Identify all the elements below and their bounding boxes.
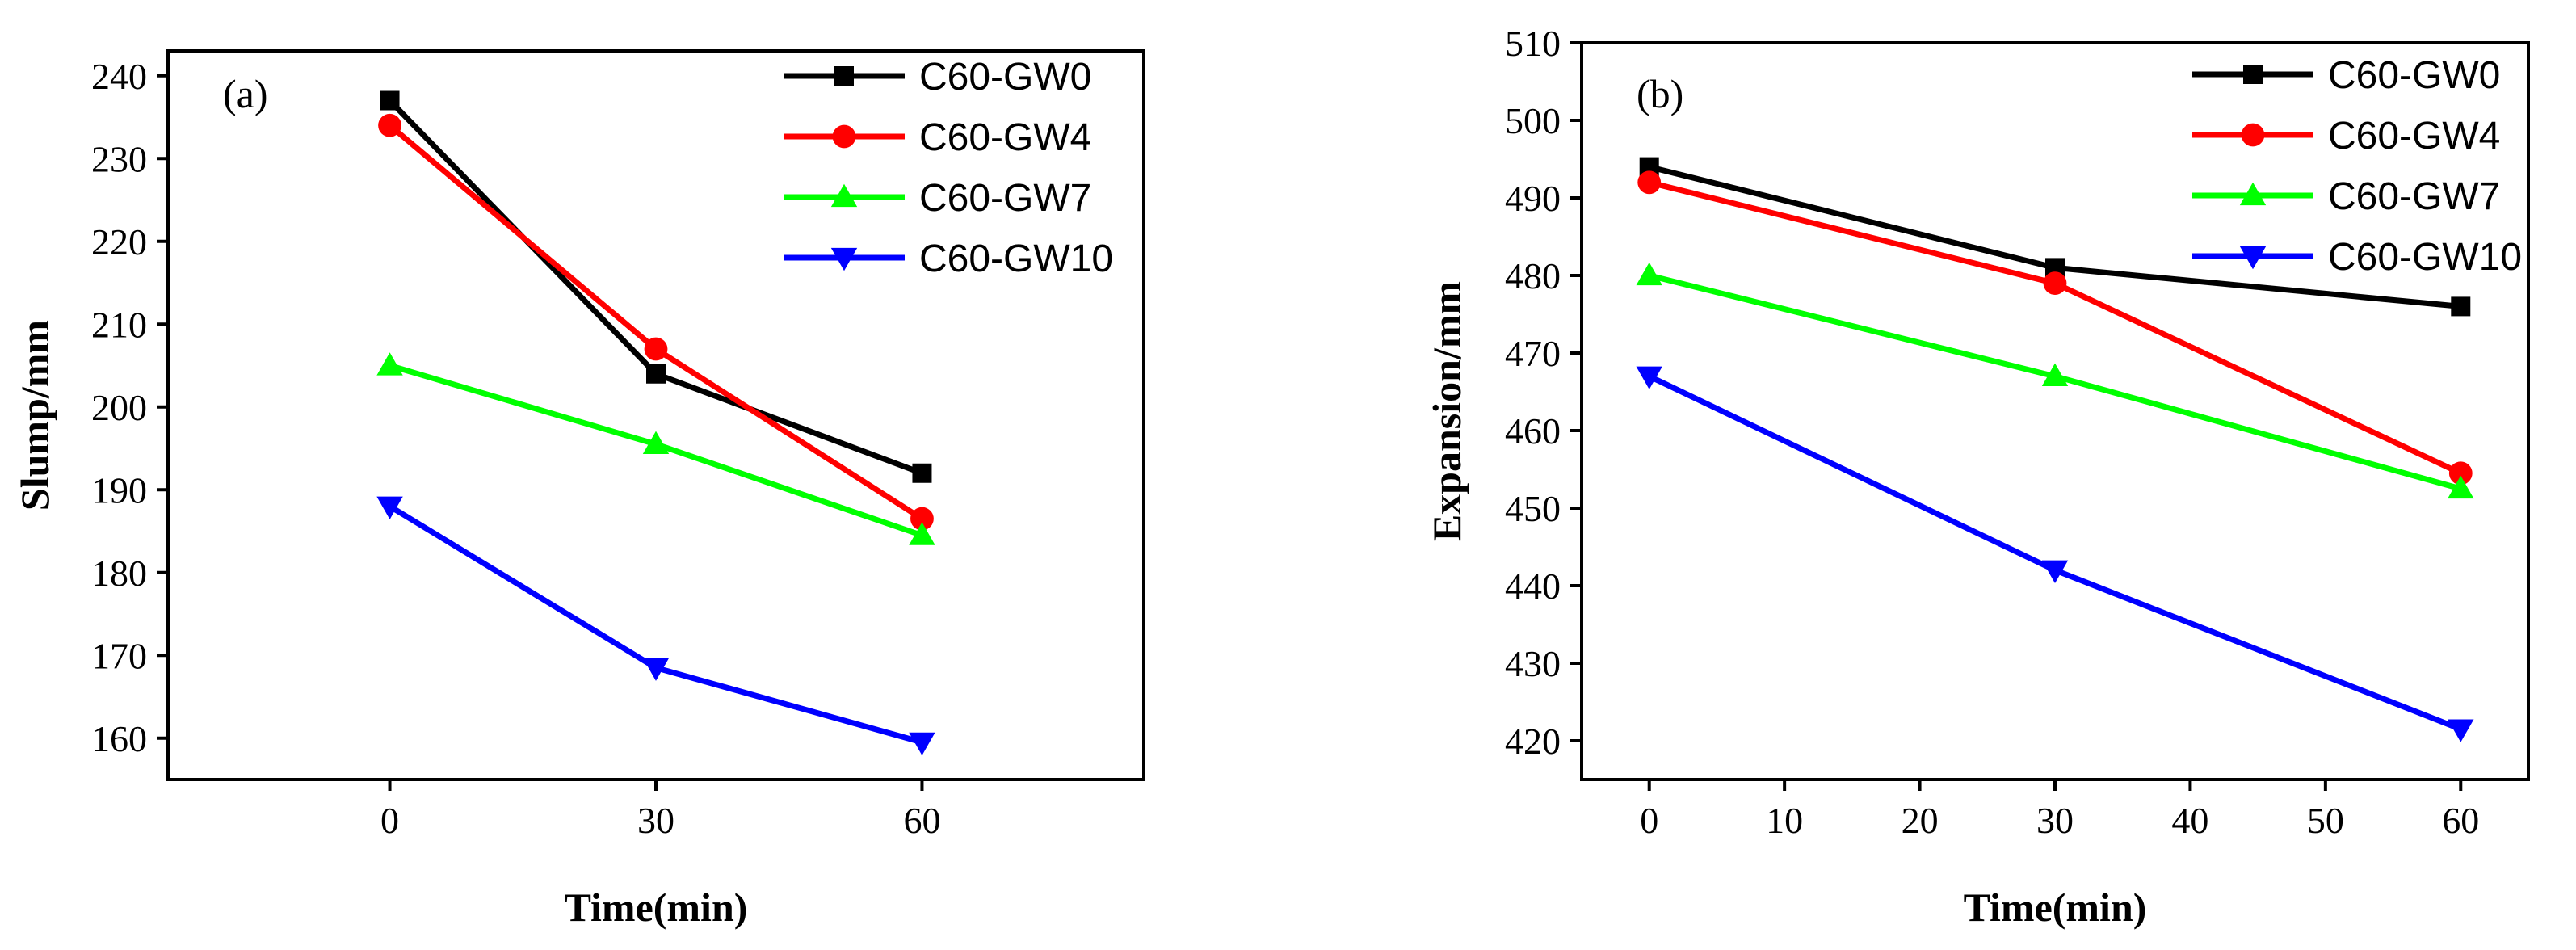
y-axis-title: Slump/mm xyxy=(12,320,57,511)
legend-marker xyxy=(830,183,858,208)
y-tick-label: 240 xyxy=(91,56,147,97)
series-line-C60-GW10 xyxy=(1648,373,2462,732)
y-tick-label: 230 xyxy=(91,138,147,179)
x-tick-label: 40 xyxy=(2171,800,2208,841)
y-tick-label: 170 xyxy=(91,635,147,676)
y-tick-label: 450 xyxy=(1505,488,1561,529)
x-tick-label: 60 xyxy=(2442,800,2479,841)
y-tick-label: 460 xyxy=(1505,410,1561,452)
legend-marker xyxy=(834,66,854,86)
y-tick-label: 200 xyxy=(91,387,147,428)
data-point-C60-GW0 xyxy=(646,364,666,384)
legend-label: C60-GW0 xyxy=(919,56,1091,99)
data-point-C60-GW4 xyxy=(378,113,401,137)
y-tick-label: 190 xyxy=(91,469,147,511)
x-tick-label: 50 xyxy=(2307,800,2344,841)
legend-b: C60-GW0 C60-GW4 C60-GW7 C60-GW10 xyxy=(2192,54,2522,279)
panel-b: 420 430 440 450 460 470 480 490 500 510 0 10 20 30 40 5… xyxy=(1424,23,2530,930)
legend-marker xyxy=(832,124,856,149)
panel-a: 160 170 180 190 200 210 220 230 240 0 30 60 Time(min… xyxy=(12,49,1145,930)
series-line-C60-GW10 xyxy=(388,503,923,746)
y-tick-label: 500 xyxy=(1505,100,1561,141)
y-tick-label: 180 xyxy=(91,553,147,594)
legend-label: C60-GW7 xyxy=(919,177,1091,220)
data-point-C60-GW10 xyxy=(1636,366,1662,389)
legend-a: C60-GW0 C60-GW4 C60-GW7 C60-GW10 xyxy=(784,56,1113,280)
y-tick-label: 480 xyxy=(1505,255,1561,296)
legend-marker xyxy=(830,247,858,271)
panel-label: (b) xyxy=(1637,71,1683,116)
data-point-C60-GW10 xyxy=(642,658,670,681)
x-tick-label: 30 xyxy=(2036,800,2074,841)
data-point-C60-GW4 xyxy=(2448,461,2473,486)
x-tick-label: 60 xyxy=(903,800,940,841)
data-point-C60-GW10 xyxy=(376,496,403,519)
data-point-C60-GW0 xyxy=(380,90,400,111)
data-point-C60-GW7 xyxy=(376,352,403,376)
y-tick-label: 430 xyxy=(1505,643,1561,684)
data-point-C60-GW0 xyxy=(912,463,932,483)
data-point-C60-GW4 xyxy=(1637,170,1662,195)
x-tick-label: 10 xyxy=(1766,800,1803,841)
x-tick-label: 30 xyxy=(637,800,674,841)
y-tick-label: 160 xyxy=(91,718,147,759)
legend-marker xyxy=(2241,123,2265,147)
legend-label: C60-GW10 xyxy=(2328,236,2522,279)
y-tick-label: 510 xyxy=(1505,23,1561,64)
x-tick-label: 0 xyxy=(1640,800,1658,841)
series-line-C60-GW4 xyxy=(1648,179,2462,476)
series-line-C60-GW0 xyxy=(388,99,923,477)
y-tick-label: 210 xyxy=(91,304,147,345)
panel-label: (a) xyxy=(223,71,268,116)
x-tick-label: 20 xyxy=(1902,800,1939,841)
legend-marker xyxy=(2239,246,2267,270)
y-tick-label: 490 xyxy=(1505,178,1561,219)
legend-label: C60-GW4 xyxy=(919,116,1091,159)
y-tick-label: 220 xyxy=(91,221,147,263)
y-axis-title: Expansion/mm xyxy=(1424,281,1469,541)
x-axis-title: Time(min) xyxy=(1964,885,2147,930)
y-tick-label: 420 xyxy=(1505,721,1561,762)
x-axis-title: Time(min) xyxy=(565,885,748,930)
data-point-C60-GW10 xyxy=(909,732,935,756)
data-point-C60-GW7 xyxy=(909,522,935,545)
legend-marker xyxy=(2239,182,2267,206)
data-point-C60-GW7 xyxy=(1636,262,1662,286)
y-tick-label: 470 xyxy=(1505,333,1561,374)
data-point-C60-GW4 xyxy=(2043,271,2067,295)
y-tick-label: 440 xyxy=(1505,565,1561,607)
data-point-C60-GW0 xyxy=(2451,296,2471,317)
legend-label: C60-GW10 xyxy=(919,238,1113,280)
legend-label: C60-GW0 xyxy=(2328,54,2500,97)
data-point-C60-GW4 xyxy=(910,507,934,531)
x-tick-label: 0 xyxy=(380,800,399,841)
legend-label: C60-GW4 xyxy=(2328,115,2500,158)
legend-label: C60-GW7 xyxy=(2328,175,2500,218)
data-point-C60-GW7 xyxy=(2041,363,2069,386)
data-point-C60-GW7 xyxy=(642,431,670,455)
data-point-C60-GW7 xyxy=(2448,475,2474,499)
data-point-C60-GW4 xyxy=(644,337,668,361)
data-point-C60-GW10 xyxy=(2448,719,2474,742)
legend-marker xyxy=(2243,65,2263,84)
data-point-C60-GW10 xyxy=(2041,560,2069,583)
